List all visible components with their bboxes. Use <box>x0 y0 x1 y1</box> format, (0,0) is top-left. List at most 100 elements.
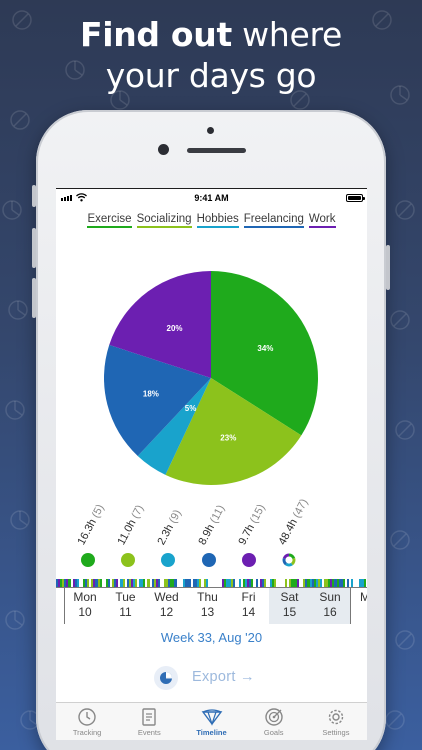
pie-label-exercise: 34% <box>257 344 273 353</box>
tab-settings[interactable]: Settings <box>305 703 367 740</box>
day-number: 14 <box>241 605 256 619</box>
status-bar: 9:41 AM <box>56 189 367 207</box>
headline-line1: where <box>231 15 343 54</box>
app-screen: 9:41 AM Exercise Socializing Hobbies Fre… <box>56 188 367 740</box>
headline-line2: your days go <box>105 56 317 95</box>
total-ring-icon <box>282 553 296 567</box>
day-fri[interactable]: Fri 14 <box>228 588 269 624</box>
pie-slice-hobbies[interactable] <box>137 378 211 475</box>
clock-icon <box>78 708 96 726</box>
pie-label-freelancing: 18% <box>143 389 159 398</box>
stat-count: (9) <box>166 507 184 526</box>
power-button <box>386 245 390 290</box>
headline-bold: Find out <box>79 15 232 54</box>
category-stats: 16.3h (5) 11.0h (7) 2.3h (9) 8.9h (11) 9… <box>56 497 367 567</box>
activity-ticks <box>56 579 367 587</box>
day-thu[interactable]: Thu 13 <box>187 588 228 624</box>
stat-label: 8.9h (11) <box>196 503 227 547</box>
tab-timeline[interactable]: Timeline <box>180 703 242 740</box>
day-number: 13 <box>200 605 215 619</box>
sensor <box>207 127 214 134</box>
front-camera <box>158 144 169 155</box>
tab-bar: Tracking Events Timeline Goals Settings <box>56 702 367 740</box>
stat-socializing[interactable]: 11.0h (7) <box>115 503 161 567</box>
pie-slice-freelancing[interactable] <box>104 344 211 456</box>
battery-icon <box>346 194 363 202</box>
next-day-partial: M <box>360 588 367 624</box>
target-icon <box>265 708 283 726</box>
day-sun[interactable]: Sun 16 <box>310 588 351 624</box>
day-name: Sat <box>280 590 299 604</box>
stat-total[interactable]: 48.4h (47) <box>276 497 322 567</box>
day-number: 16 <box>323 605 337 619</box>
stat-dot <box>202 553 216 567</box>
legend-item-freelancing[interactable]: Freelancing <box>243 213 304 228</box>
legend-item-work[interactable]: Work <box>308 213 336 228</box>
wifi-icon <box>76 193 87 202</box>
stat-count: (15) <box>247 502 268 526</box>
tab-events[interactable]: Events <box>118 703 180 740</box>
legend-item-socializing[interactable]: Socializing <box>136 213 192 228</box>
volume-down-button <box>32 278 36 318</box>
day-name: Fri <box>241 590 256 604</box>
volume-up-button <box>32 228 36 268</box>
export-button[interactable]: Export → <box>192 669 255 685</box>
tab-label: Goals <box>263 728 284 737</box>
tab-goals[interactable]: Goals <box>243 703 305 740</box>
battery-tip <box>363 197 365 200</box>
stat-label: 9.7h (15) <box>236 502 267 547</box>
stat-exercise[interactable]: 16.3h (5) <box>75 502 121 567</box>
status-time: 9:41 AM <box>194 193 229 203</box>
stat-work[interactable]: 9.7h (15) <box>236 502 282 567</box>
day-name: Thu <box>197 590 218 604</box>
pie-chart-icon[interactable] <box>154 666 178 690</box>
legend-item-exercise[interactable]: Exercise <box>87 213 132 228</box>
day-name: Mon <box>73 590 97 604</box>
stat-label: 11.0h (7) <box>115 503 146 547</box>
stat-dot <box>161 553 175 567</box>
days-row: Mon 10 Tue 11 Wed 12 Thu 13 Fri 14 Sat 15 Sun 16 <box>64 588 351 624</box>
day-number: 10 <box>78 605 92 619</box>
day-number: 15 <box>282 605 297 619</box>
day-name: Sun <box>319 590 341 604</box>
day-sat[interactable]: Sat 15 <box>269 588 310 624</box>
speaker <box>187 148 246 153</box>
day-wed[interactable]: Wed 12 <box>146 588 187 624</box>
stat-freelancing[interactable]: 8.9h (11) <box>196 503 242 567</box>
stat-count: (11) <box>207 503 228 526</box>
day-number: 12 <box>159 605 174 619</box>
stat-hobbies[interactable]: 2.3h (9) <box>155 507 201 567</box>
tab-tracking[interactable]: Tracking <box>56 703 118 740</box>
pie-slice-exercise[interactable] <box>211 271 318 436</box>
tab-label: Settings <box>322 728 350 737</box>
stat-dot <box>121 553 135 567</box>
stat-count: (7) <box>129 503 147 521</box>
legend-item-hobbies[interactable]: Hobbies <box>196 213 239 228</box>
day-mon[interactable]: Mon 10 <box>64 588 105 624</box>
tab-label: Timeline <box>196 728 227 737</box>
pie-slice-socializing[interactable] <box>165 378 302 485</box>
gear-icon <box>328 709 344 725</box>
pie-label-hobbies: 5% <box>185 404 197 413</box>
headline: Find out where your days go <box>0 14 422 96</box>
export-row: Export → <box>56 665 367 695</box>
signal-icon <box>61 195 72 201</box>
stat-hours: 16.3h <box>75 517 99 547</box>
tab-label: Events <box>137 728 161 737</box>
day-tue[interactable]: Tue 11 <box>105 588 146 624</box>
category-legend: Exercise Socializing Hobbies Freelancing… <box>56 213 367 228</box>
stat-label: 16.3h (5) <box>75 502 106 547</box>
pie-chart: 34% 23% 5% 18% 20% <box>104 271 318 485</box>
week-label[interactable]: Week 33, Aug '20 <box>160 630 263 645</box>
stat-label: 48.4h (47) <box>276 497 310 547</box>
pie-slice-work[interactable] <box>109 271 211 378</box>
document-icon <box>142 708 156 726</box>
pie-label-work: 20% <box>167 324 183 333</box>
timeline-icon <box>201 709 222 726</box>
mute-switch <box>32 185 36 207</box>
tab-label: Tracking <box>72 728 102 737</box>
ticks-baseline <box>56 587 367 588</box>
day-name: Wed <box>154 590 179 604</box>
stat-dot <box>242 553 256 567</box>
